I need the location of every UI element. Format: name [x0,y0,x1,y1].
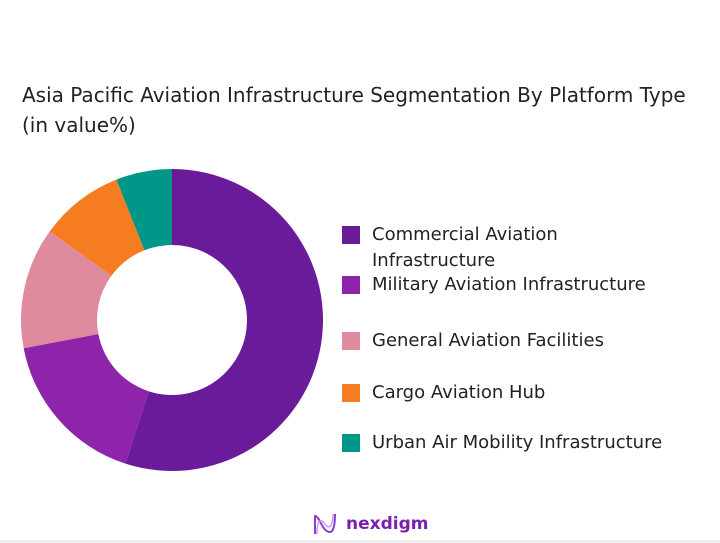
bottom-bar [0,540,720,543]
donut-slice-2 [23,334,149,464]
logo-text: nexdigm [346,514,429,534]
legend-label: Urban Air Mobility Infrastructure [372,432,663,453]
legend-label: Commercial Aviation Infrastructure [372,224,558,271]
legend-swatch [342,434,360,452]
nexdigm-logo: nexdigm [312,512,428,536]
legend-item: Military Aviation Infrastructure [342,272,646,298]
donut-slice-1 [125,169,324,471]
legend-item: Urban Air Mobility Infrastructure [342,430,662,456]
legend-item: Cargo Aviation Hub [342,380,545,406]
legend-swatch [342,384,360,402]
legend-label: Cargo Aviation Hub [372,382,546,403]
donut-slice-3 [21,231,112,349]
legend-swatch [342,276,360,294]
legend-item: General Aviation Facilities [342,328,604,354]
legend-label: General Aviation Facilities [372,330,604,351]
legend-swatch [342,332,360,350]
donut-slice-5 [116,169,172,251]
legend-swatch [342,226,360,244]
donut-slice-4 [49,179,145,276]
chart-title: Asia Pacific Aviation Infrastructure Seg… [22,83,686,137]
legend-label: Military Aviation Infrastructure [372,274,646,295]
legend-item: Commercial Aviation Infrastructure [342,222,602,274]
logo-wave-icon [314,513,336,535]
